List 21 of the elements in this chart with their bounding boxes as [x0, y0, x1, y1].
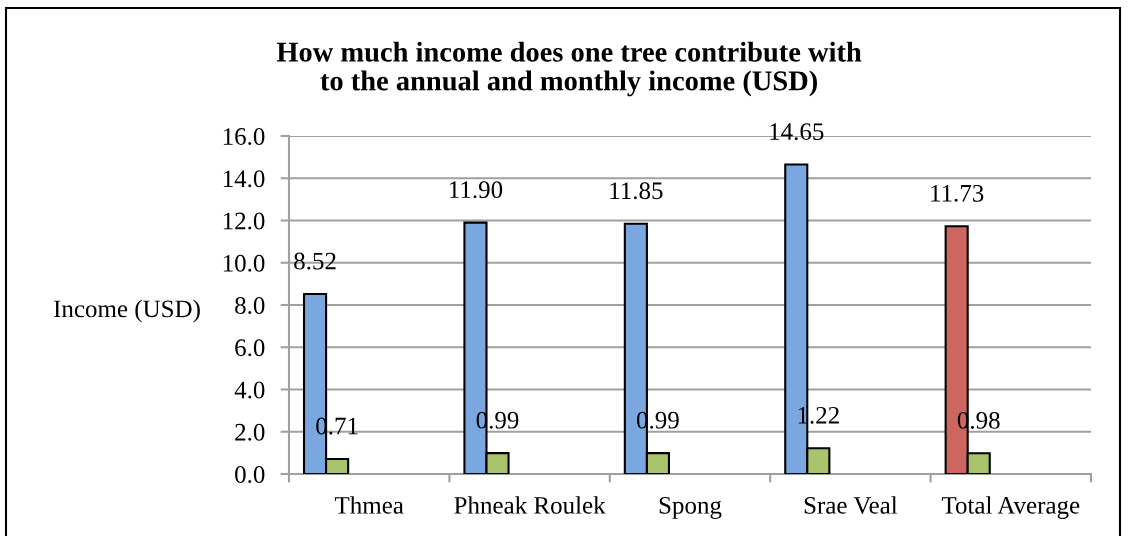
- data-label: 11.73: [931, 184, 984, 202]
- y-tick-label: 4.0: [234, 381, 265, 399]
- data-label: 8.52: [294, 252, 336, 270]
- y-tick-label: 16.0: [223, 128, 265, 146]
- x-tick-label: Spong: [659, 496, 722, 519]
- y-axis-title: Income (USD): [53, 299, 200, 323]
- y-tick-label: 14.0: [223, 170, 265, 188]
- data-label: 11.90: [450, 181, 503, 199]
- y-tick-label: 0.0: [235, 466, 265, 484]
- x-tick-label: Total Average: [941, 496, 1080, 519]
- y-tick-label: 12.0: [223, 212, 265, 230]
- y-tick-label: 10.0: [223, 254, 265, 272]
- y-tick-label: 6.0: [235, 339, 265, 357]
- x-tick-label: Srae Veal: [804, 496, 898, 514]
- chart-title: How much income does one tree contribute with to the annual and monthly income (USD): [276, 41, 862, 97]
- data-label: 14.65: [770, 123, 824, 141]
- y-tick-label: 2.0: [235, 423, 265, 441]
- y-tick-label: 8.0: [235, 297, 265, 315]
- x-tick-label: Phneak Roulek: [454, 496, 606, 514]
- x-tick-label: Thmea: [334, 496, 404, 514]
- data-label: 11.85: [610, 182, 663, 200]
